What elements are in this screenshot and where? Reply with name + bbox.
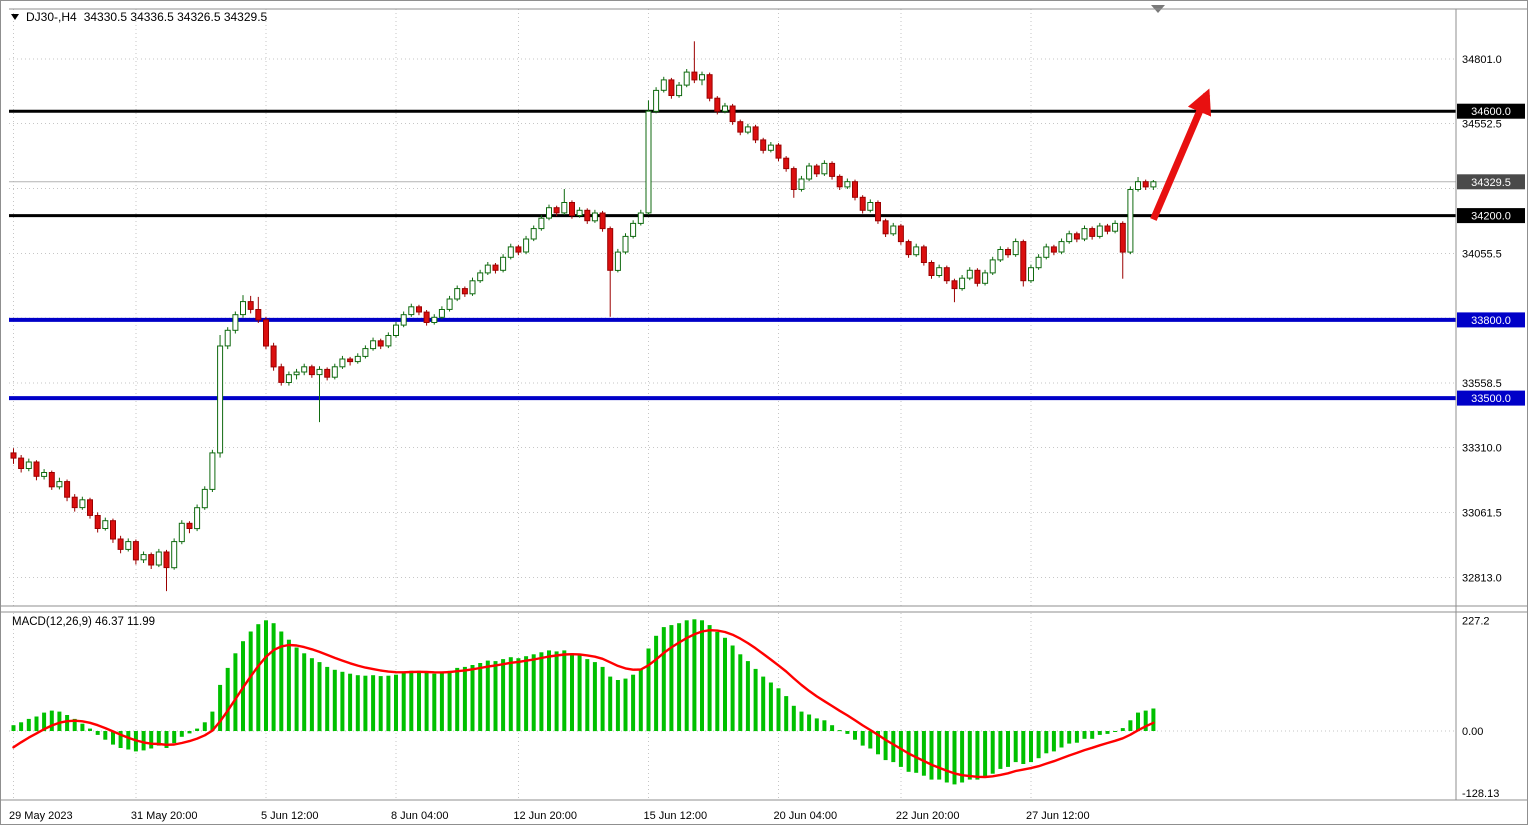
svg-text:22 Jun 20:00: 22 Jun 20:00	[896, 810, 960, 822]
macd-histogram	[11, 619, 1156, 785]
svg-text:34801.0: 34801.0	[1462, 54, 1502, 66]
svg-text:33061.5: 33061.5	[1462, 508, 1502, 520]
svg-text:34200.0: 34200.0	[1471, 211, 1511, 223]
svg-text:27 Jun 12:00: 27 Jun 12:00	[1026, 810, 1090, 822]
svg-text:34055.5: 34055.5	[1462, 248, 1502, 260]
svg-text:33558.5: 33558.5	[1462, 378, 1502, 390]
chart-header: DJ30-,H4 34330.5 34336.5 34326.5 34329.5	[11, 10, 267, 24]
svg-text:33500.0: 33500.0	[1471, 393, 1511, 405]
svg-text:227.2: 227.2	[1462, 616, 1490, 628]
panel-borders	[1, 8, 1527, 801]
svg-text:33800.0: 33800.0	[1471, 315, 1511, 327]
macd-indicator-label: MACD(12,26,9) 46.37 11.99	[12, 616, 155, 628]
svg-text:31 May 20:00: 31 May 20:00	[131, 810, 198, 822]
horizontal-level-lines[interactable]	[9, 109, 1456, 401]
svg-text:20 Jun 04:00: 20 Jun 04:00	[774, 810, 838, 822]
candlestick-series	[10, 41, 1157, 592]
price-axis[interactable]: 34801.0 34552.5 34055.5 33558.5 33310.0 33061…	[1457, 54, 1525, 800]
svg-text:5 Jun 12:00: 5 Jun 12:00	[261, 810, 319, 822]
macd-signal-line	[12, 629, 1155, 779]
svg-text:-128.13: -128.13	[1462, 788, 1499, 800]
ohlc-readout: 34330.5 34336.5 34326.5 34329.5	[83, 10, 268, 24]
svg-text:12 Jun 20:00: 12 Jun 20:00	[513, 810, 577, 822]
svg-text:32813.0: 32813.0	[1462, 572, 1502, 584]
svg-text:34600.0: 34600.0	[1471, 106, 1511, 118]
symbol-marker-icon	[11, 14, 19, 20]
symbol-period-label: DJ30-,H4	[26, 10, 77, 24]
svg-text:34329.5: 34329.5	[1471, 177, 1511, 189]
svg-text:15 Jun 12:00: 15 Jun 12:00	[644, 810, 708, 822]
time-axis[interactable]: 29 May 2023 31 May 20:00 5 Jun 12:00 8 Jun …	[9, 810, 1090, 822]
svg-text:34552.5: 34552.5	[1462, 119, 1502, 131]
buy-signal-arrow[interactable]	[1150, 88, 1212, 221]
svg-text:29 May 2023: 29 May 2023	[9, 810, 73, 822]
svg-text:8 Jun 04:00: 8 Jun 04:00	[391, 810, 449, 822]
svg-text:0.00: 0.00	[1462, 726, 1483, 738]
svg-text:33310.0: 33310.0	[1462, 443, 1502, 455]
